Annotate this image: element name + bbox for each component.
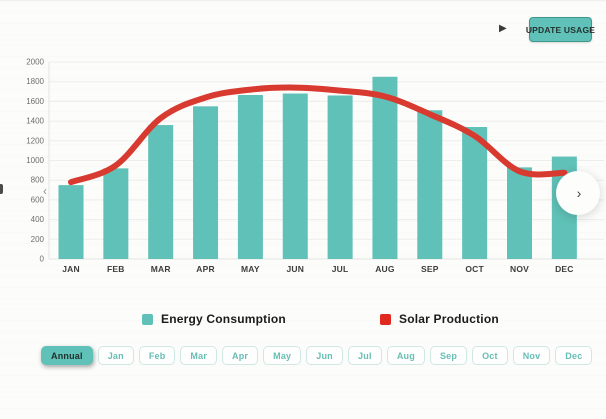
bar-oct[interactable] <box>462 127 488 259</box>
filter-button-mar[interactable]: Mar <box>180 346 218 365</box>
y-axis-label: 200 <box>31 235 45 244</box>
bar-aug[interactable] <box>372 76 398 260</box>
legend-label: Energy Consumption <box>161 312 286 326</box>
y-axis-label: 1800 <box>26 77 44 86</box>
bar-jun[interactable] <box>282 93 308 259</box>
chevron-right-icon: › <box>576 185 582 201</box>
filter-button-annual[interactable]: Annual <box>41 346 93 365</box>
filter-button-dec[interactable]: Dec <box>555 346 593 365</box>
solar-production-line <box>68 84 568 186</box>
y-axis-label: 1000 <box>26 156 44 165</box>
bar-sep[interactable] <box>417 110 443 259</box>
x-axis-label: DEC <box>555 264 574 274</box>
legend-item-solar-production: Solar Production <box>380 309 499 329</box>
y-axis-label: 1400 <box>26 117 44 126</box>
bar-feb[interactable] <box>103 168 129 259</box>
x-axis-label: JAN <box>62 264 80 274</box>
filter-button-feb[interactable]: Feb <box>138 346 176 365</box>
filter-button-jan[interactable]: Jan <box>97 346 134 365</box>
chart-canvas: 0 200 400 600 800 1000 1200 1400 1600 1800 2000 JAN… <box>26 58 604 274</box>
carousel-next-button[interactable]: › <box>556 171 600 215</box>
x-axis-label: MAY <box>241 264 260 274</box>
y-axis-label: 800 <box>31 176 45 185</box>
carousel-prev-icon[interactable]: ‹ <box>43 184 47 198</box>
x-axis-label: MAR <box>151 264 171 274</box>
bar-nov[interactable] <box>507 167 532 259</box>
x-axis-label: JUL <box>332 264 349 274</box>
x-axis-label: NOV <box>510 264 529 274</box>
bar-mar[interactable] <box>148 125 174 259</box>
filter-button-aug[interactable]: Aug <box>386 346 425 365</box>
y-axis-label: 1200 <box>26 136 44 145</box>
filter-button-sep[interactable]: Sep <box>429 346 468 365</box>
energy-chart: 0 200 400 600 800 1000 1200 1400 1600 1800 2000 JAN… <box>0 51 606 283</box>
y-axis-label: 1600 <box>26 97 44 106</box>
energy-consumption-swatch-icon <box>142 313 153 325</box>
legend-item-energy-consumption: Energy Consumption <box>142 309 286 329</box>
x-axis-label: SEP <box>421 264 439 274</box>
period-filter-bar: Annual Jan Feb Mar Apr May Jun Jul Aug Sep Oct Nov D… <box>41 346 593 365</box>
filter-button-apr[interactable]: Apr <box>222 346 259 365</box>
y-axis-label: 2000 <box>26 58 44 67</box>
bar-jan[interactable] <box>58 185 84 259</box>
x-axis-label: JUN <box>286 264 304 274</box>
y-axis-label: 400 <box>31 215 45 224</box>
filter-button-jul[interactable]: Jul <box>347 346 382 365</box>
update-usage-button[interactable]: UPDATE USAGE <box>526 17 595 42</box>
x-axis-label: OCT <box>465 264 484 274</box>
bar-may[interactable] <box>237 94 263 259</box>
filter-button-jun[interactable]: Jun <box>306 346 343 365</box>
legend-label: Solar Production <box>399 312 499 326</box>
chart-legend: Energy Consumption Solar Production <box>0 309 606 329</box>
filter-button-oct[interactable]: Oct <box>472 346 508 365</box>
bar-jul[interactable] <box>327 95 353 259</box>
solar-production-swatch-icon <box>380 313 391 325</box>
filter-button-nov[interactable]: Nov <box>512 346 551 365</box>
y-axis-label: 0 <box>40 255 45 264</box>
cutoff-edge-icon <box>0 184 3 194</box>
play-icon[interactable]: ▶ <box>499 23 507 34</box>
x-axis-label: APR <box>196 264 215 274</box>
x-axis-label: FEB <box>107 264 125 274</box>
bar-apr[interactable] <box>193 106 219 259</box>
x-axis-label: AUG <box>375 264 395 274</box>
y-axis-label: 600 <box>31 195 45 204</box>
filter-button-may[interactable]: May <box>263 346 302 365</box>
